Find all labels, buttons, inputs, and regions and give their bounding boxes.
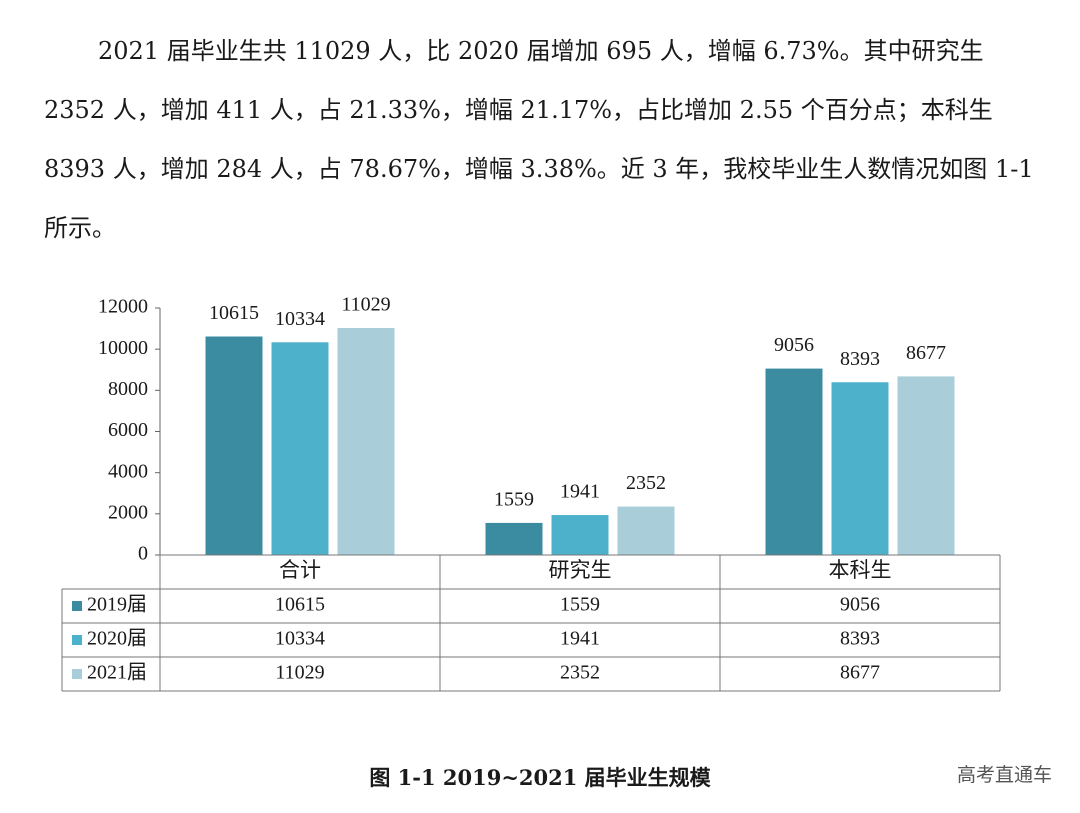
data-label: 2352 xyxy=(626,472,666,494)
bar xyxy=(617,506,675,555)
figure-caption: 图 1-1 2019~2021 届毕业生规模 xyxy=(369,765,711,790)
legend-label: 2020届 xyxy=(87,628,147,650)
y-tick-label: 4000 xyxy=(108,460,148,482)
legend-key xyxy=(72,635,82,645)
bar xyxy=(765,368,823,555)
bar xyxy=(337,327,395,555)
data-label: 1559 xyxy=(494,489,534,511)
table-cell: 10615 xyxy=(275,594,325,616)
graduates-bar-chart: 0 2000 4000 6000 8000 10000 12000 10615 10334 110… xyxy=(61,294,1001,692)
table-cell: 8677 xyxy=(840,662,880,684)
category-label: 研究生 xyxy=(549,558,612,582)
data-label: 10334 xyxy=(275,308,325,330)
category-label: 合计 xyxy=(279,558,321,582)
data-label: 11029 xyxy=(341,294,390,316)
data-label: 8677 xyxy=(906,342,946,364)
y-tick-label: 10000 xyxy=(98,337,148,359)
data-label: 9056 xyxy=(774,334,814,356)
data-label: 8393 xyxy=(840,348,880,370)
legend-key xyxy=(72,669,82,679)
bar xyxy=(205,336,263,555)
table-cell: 2352 xyxy=(560,662,600,684)
y-tick-label: 6000 xyxy=(108,419,148,441)
bar xyxy=(897,376,955,555)
y-tick-label: 0 xyxy=(138,543,148,565)
y-tick-label: 2000 xyxy=(108,501,148,523)
table-cell: 1559 xyxy=(560,594,600,616)
bar xyxy=(551,515,609,555)
y-tick-label: 12000 xyxy=(98,296,148,318)
bar xyxy=(271,342,329,555)
table-cell: 11029 xyxy=(275,662,324,684)
table-cell: 1941 xyxy=(560,628,600,650)
bar xyxy=(831,382,889,555)
legend-key xyxy=(72,601,82,611)
category-label: 本科生 xyxy=(829,558,892,582)
legend-label: 2021届 xyxy=(87,662,147,684)
intro-paragraph: 2021 届毕业生共 11029 人，比 2020 届增加 695 人，增幅 6… xyxy=(44,37,1034,242)
table-cell: 9056 xyxy=(840,594,880,616)
watermark: 高考直通车 xyxy=(956,764,1052,786)
bar xyxy=(485,522,543,555)
legend-label: 2019届 xyxy=(87,594,147,616)
data-label: 10615 xyxy=(209,302,259,324)
y-tick-label: 8000 xyxy=(108,378,148,400)
table-cell: 10334 xyxy=(275,628,325,650)
data-label: 1941 xyxy=(560,481,600,503)
table-cell: 8393 xyxy=(840,628,880,650)
